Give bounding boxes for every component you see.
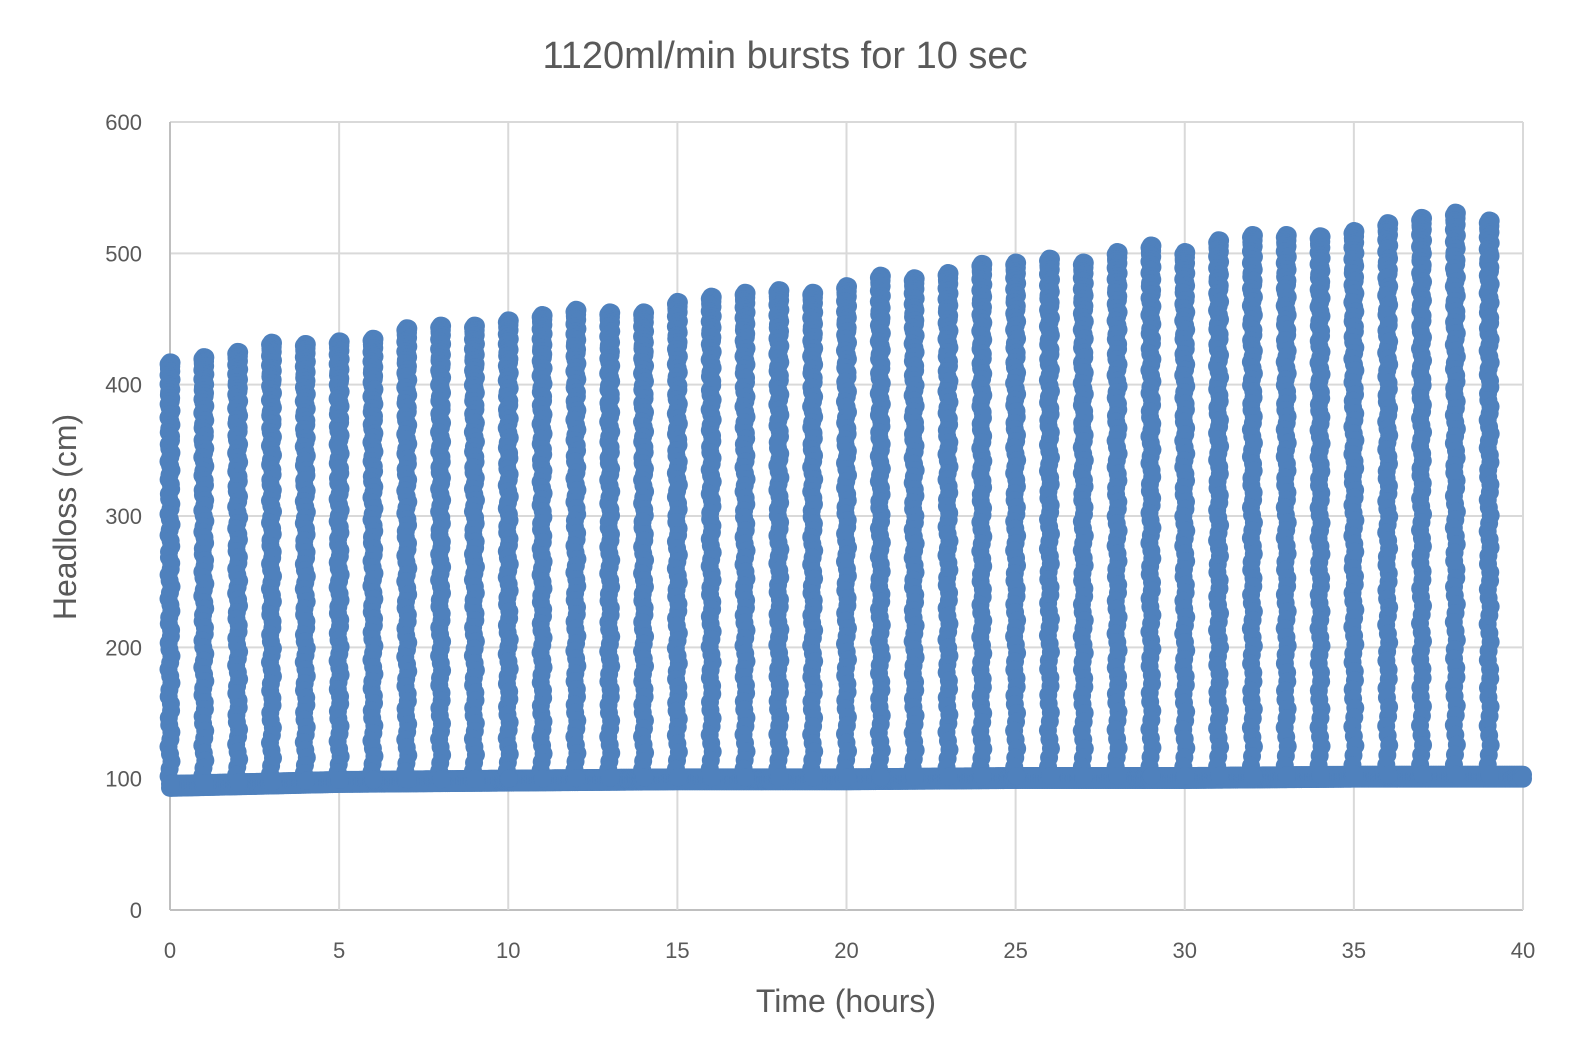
- x-tick-label: 30: [1173, 938, 1197, 963]
- x-tick-label: 20: [834, 938, 858, 963]
- x-tick-label: 0: [164, 938, 176, 963]
- data-point: [973, 767, 992, 786]
- data-point: [838, 768, 857, 787]
- x-tick-label: 35: [1342, 938, 1366, 963]
- x-tick-label: 25: [1003, 938, 1027, 963]
- data-point: [297, 771, 316, 790]
- data-point: [398, 770, 417, 789]
- data-point: [161, 774, 180, 793]
- data-point: [1379, 765, 1398, 784]
- chart-title: 1120ml/min bursts for 10 sec: [542, 35, 1027, 77]
- data-point: [905, 767, 924, 786]
- data-point: [1142, 767, 1161, 786]
- y-tick-label: 200: [105, 635, 142, 660]
- data-point: [804, 768, 823, 787]
- y-tick-label: 600: [105, 110, 142, 135]
- data-point: [669, 768, 688, 787]
- data-point: [1176, 767, 1195, 786]
- data-point: [330, 770, 349, 789]
- data-point: [939, 767, 958, 786]
- data-point: [1007, 767, 1026, 786]
- x-tick-label: 5: [333, 938, 345, 963]
- data-point: [1108, 767, 1127, 786]
- data-point: [466, 769, 485, 788]
- data-point: [1210, 766, 1229, 785]
- data-point: [770, 768, 789, 787]
- data-point: [195, 774, 214, 793]
- data-point: [872, 768, 891, 787]
- data-point: [263, 772, 282, 791]
- data-point: [1345, 765, 1364, 784]
- x-tick-label: 15: [665, 938, 689, 963]
- y-tick-label: 100: [105, 767, 142, 792]
- data-point: [499, 769, 518, 788]
- data-point: [229, 773, 248, 792]
- data-points: [159, 203, 1532, 797]
- x-tick-label: 10: [496, 938, 520, 963]
- tick-labels: 0 100 200 300 400 500 600 0 5 10 15 20 25 30 35 40: [105, 110, 1535, 963]
- data-point: [1311, 765, 1330, 784]
- data-point: [601, 768, 620, 787]
- data-point: [1244, 766, 1263, 785]
- y-tick-label: 500: [105, 241, 142, 266]
- data-point: [1277, 766, 1296, 785]
- data-point: [432, 770, 451, 789]
- data-point: [533, 769, 552, 788]
- y-tick-label: 0: [130, 898, 142, 923]
- x-tick-label: 40: [1511, 938, 1535, 963]
- data-point: [635, 768, 654, 787]
- y-tick-label: 300: [105, 504, 142, 529]
- data-point: [364, 770, 383, 789]
- y-tick-label: 400: [105, 373, 142, 398]
- data-point: [1041, 767, 1060, 786]
- data-point: [1514, 769, 1532, 788]
- data-point: [567, 769, 586, 788]
- data-point: [736, 768, 755, 787]
- data-point: [702, 768, 721, 787]
- data-point: [1075, 767, 1094, 786]
